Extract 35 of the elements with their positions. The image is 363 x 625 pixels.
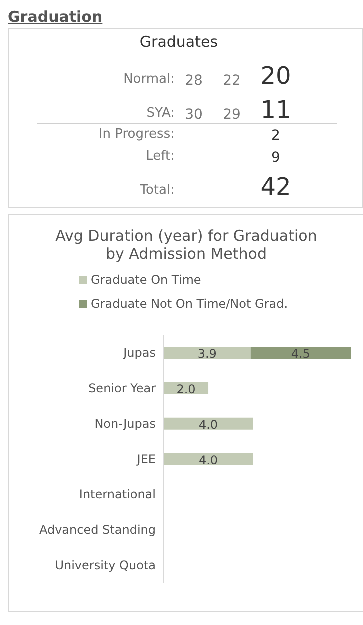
- y-tick-label: International: [79, 488, 156, 502]
- legend-label: Graduate Not On Time/Not Grad.: [90, 297, 290, 311]
- text: 2: [270, 128, 282, 144]
- y-tick-label: Senior Year: [88, 381, 156, 396]
- text: 42: [260, 172, 292, 201]
- bar: [164, 347, 251, 359]
- text: 28: [184, 72, 204, 89]
- text: SYA:: [146, 106, 175, 123]
- text: Total:: [139, 183, 175, 200]
- data-label: 4.0: [198, 418, 218, 432]
- bar: [164, 418, 254, 430]
- y-tick-label: Non-Jupas: [94, 416, 156, 431]
- data-label: 2.0: [176, 382, 196, 396]
- data-label: 4.0: [198, 453, 218, 468]
- text: 9: [270, 150, 282, 166]
- y-tick-label: JEE: [136, 452, 156, 466]
- y-tick-label: Jupas: [122, 346, 156, 360]
- text: 22: [222, 72, 242, 89]
- text: 30: [184, 106, 204, 123]
- y-tick-label: Advanced Standing: [39, 523, 156, 538]
- text: Left:: [145, 149, 175, 166]
- text: 11: [260, 96, 292, 124]
- bar: [164, 453, 254, 466]
- text: In Progress:: [98, 127, 175, 144]
- text: Graduates: [138, 33, 220, 51]
- chart-title: Avg Duration (year) for Graduation by Admission Method: [54, 227, 318, 263]
- bar: [250, 347, 351, 359]
- text: 29: [222, 106, 242, 123]
- text: Normal:: [122, 72, 175, 89]
- y-tick-label: University Quota: [55, 558, 156, 573]
- data-label: 3.9: [198, 347, 217, 361]
- legend-label: Graduate On Time: [90, 273, 202, 287]
- text: 20: [260, 62, 292, 90]
- data-label: 4.5: [291, 347, 310, 361]
- text: Graduation: [8, 8, 104, 26]
